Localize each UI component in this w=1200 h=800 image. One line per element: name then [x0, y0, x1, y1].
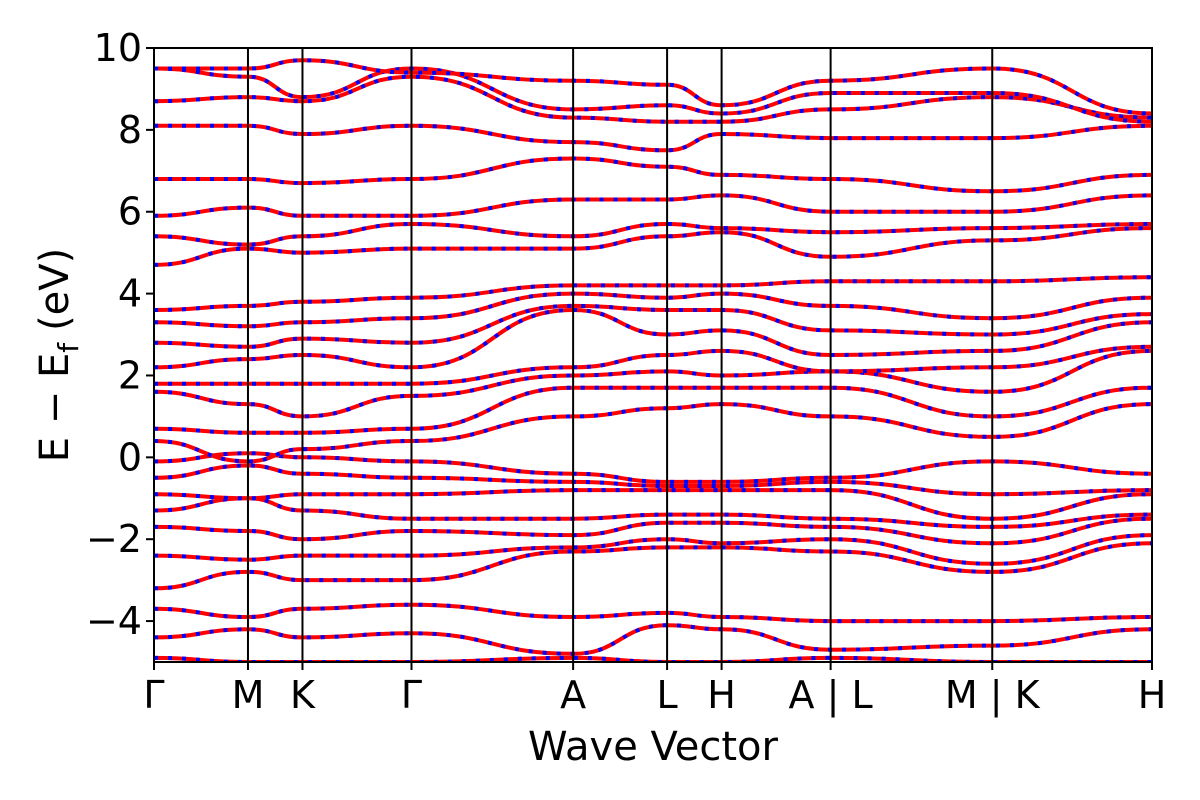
y-axis-label: E − Ef (eV) — [32, 248, 85, 463]
band-25-spin-up — [154, 66, 1152, 124]
y-tick-label-3: 2 — [118, 353, 142, 397]
y-axis-ticks: −4 −2 0 2 4 6 8 10 — [86, 26, 154, 643]
band-26-spin-down — [154, 58, 1152, 116]
band-1-spin-down — [154, 655, 1152, 662]
y-tick-label-5: 6 — [118, 190, 142, 234]
bands-group — [154, 58, 1152, 662]
band-18-spin-up — [154, 275, 1152, 312]
y-tick-label-2: 0 — [118, 435, 142, 479]
band-9-spin-down — [154, 463, 1152, 497]
band-8-spin-up — [154, 488, 1152, 521]
x-tick-label-9: H — [1138, 673, 1167, 717]
band-22-spin-up — [154, 156, 1152, 194]
y-axis-label-unit: (eV) — [32, 248, 78, 331]
band-12-spin-up — [154, 385, 1152, 435]
band-3-spin-up — [154, 602, 1152, 624]
band-23-spin-down — [154, 123, 1152, 153]
y-axis-label-subscript: f — [52, 342, 85, 353]
y-tick-label-6: 8 — [118, 108, 142, 152]
band-14-spin-down — [154, 344, 1152, 386]
y-axis-label-main: E − E — [32, 353, 78, 463]
x-tick-label-2: K — [290, 673, 316, 717]
x-tick-label-8: M | K — [945, 673, 1041, 718]
plot-frame — [153, 47, 1153, 663]
band-11-spin-up — [154, 402, 1152, 464]
band-5-spin-down — [154, 533, 1152, 566]
band-2-spin-up — [154, 623, 1152, 656]
band-24-spin-down — [154, 74, 1152, 124]
band-4-spin-up — [154, 541, 1152, 591]
band-21-spin-down — [154, 193, 1152, 218]
band-15-spin-down — [154, 307, 1152, 370]
y-tick-label-7: 10 — [94, 26, 142, 70]
x-tick-label-6: H — [707, 673, 736, 717]
band-10-spin-down — [154, 451, 1152, 484]
x-tick-label-4: A — [560, 673, 586, 717]
band-16-spin-up — [154, 303, 1152, 349]
band-7-spin-down — [154, 496, 1152, 529]
band-6-spin-up — [154, 516, 1152, 546]
band-13-spin-down — [154, 348, 1152, 419]
high-symmetry-lines — [246, 48, 994, 662]
y-tick-label-4: 4 — [118, 272, 142, 316]
y-tick-label-1: −2 — [86, 517, 142, 561]
x-tick-label-0: Γ — [143, 673, 164, 717]
x-tick-label-7: A | L — [789, 673, 873, 718]
x-tick-label-5: L — [657, 673, 678, 717]
x-axis-label: Wave Vector — [528, 724, 779, 770]
x-tick-label-3: Γ — [401, 673, 422, 717]
x-tick-label-1: M — [232, 673, 265, 717]
band-19-spin-up — [154, 226, 1152, 267]
y-tick-label-0: −4 — [86, 599, 142, 643]
band-17-spin-up — [154, 291, 1152, 329]
band-20-spin-up — [154, 221, 1152, 247]
